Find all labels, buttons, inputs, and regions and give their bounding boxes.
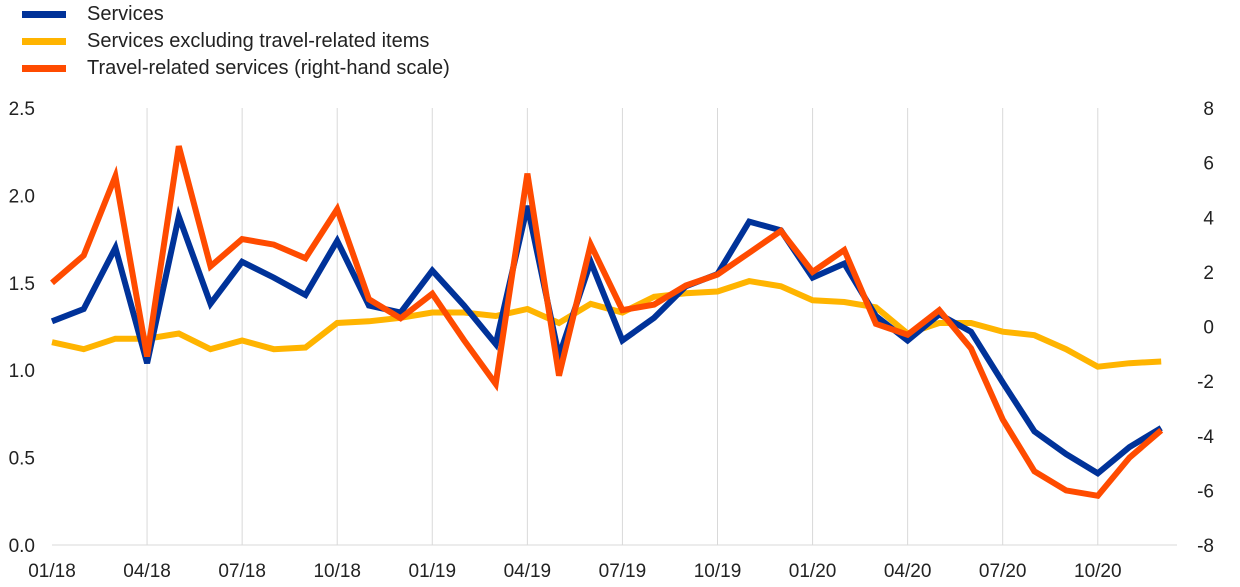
x-tick-label: 10/19	[694, 561, 742, 582]
x-tick-label: 10/20	[1074, 561, 1122, 582]
left-y-tick-label: 0.0	[9, 536, 35, 557]
right-y-tick-label: 0	[1203, 318, 1214, 339]
left-y-tick-label: 0.5	[9, 449, 35, 470]
x-tick-label: 01/19	[409, 561, 457, 582]
right-y-tick-label: 4	[1203, 208, 1214, 229]
right-y-tick-label: 8	[1203, 99, 1214, 120]
legend: Services Services excluding travel-relat…	[22, 1, 450, 82]
x-tick-label: 07/20	[979, 561, 1027, 582]
left-y-tick-label: 1.0	[9, 361, 35, 382]
legend-swatch-travel-related	[22, 65, 66, 72]
left-y-tick-label: 1.5	[9, 274, 35, 295]
right-y-tick-label: -6	[1197, 481, 1214, 502]
x-tick-label: 07/19	[599, 561, 647, 582]
right-y-tick-label: -2	[1197, 372, 1214, 393]
left-y-tick-label: 2.0	[9, 186, 35, 207]
x-tick-label: 04/18	[123, 561, 171, 582]
x-axis-tick-labels: 01/18 04/18 07/18 10/18 01/19 04/19 07/19 10/19…	[28, 561, 1121, 582]
legend-label-services: Services	[87, 3, 164, 25]
x-tick-label: 01/20	[789, 561, 837, 582]
right-axis-tick-labels: -8 -6 -4 -2 0 2 4 6 8	[1197, 99, 1214, 557]
legend-item-services-excluding-travel: Services excluding travel-related items	[22, 28, 450, 55]
legend-item-travel-related: Travel-related services (right-hand scal…	[22, 55, 450, 82]
series-lines	[50, 145, 1164, 500]
x-tick-label: 07/18	[218, 561, 266, 582]
legend-item-services: Services	[22, 1, 450, 28]
legend-swatch-services	[22, 11, 66, 18]
left-y-tick-label: 2.5	[9, 99, 35, 120]
right-y-tick-label: 2	[1203, 263, 1214, 284]
legend-label-travel-related: Travel-related services (right-hand scal…	[87, 57, 450, 79]
right-y-tick-label: -8	[1197, 536, 1214, 557]
x-tick-label: 04/19	[504, 561, 552, 582]
left-axis-tick-labels: 0.0 0.5 1.0 1.5 2.0 2.5	[9, 99, 35, 557]
series-line-services	[50, 205, 1163, 477]
right-y-tick-label: 6	[1203, 154, 1214, 175]
right-y-tick-label: -4	[1197, 427, 1214, 448]
vertical-gridlines	[146, 108, 1099, 545]
x-tick-label: 01/18	[28, 561, 76, 582]
legend-swatch-services-excluding-travel	[22, 38, 66, 45]
x-tick-label: 04/20	[884, 561, 932, 582]
series-line-travel-related-services-right-hand-scale	[50, 145, 1164, 500]
x-tick-label: 10/18	[313, 561, 361, 582]
legend-label-services-excluding-travel: Services excluding travel-related items	[87, 30, 430, 52]
